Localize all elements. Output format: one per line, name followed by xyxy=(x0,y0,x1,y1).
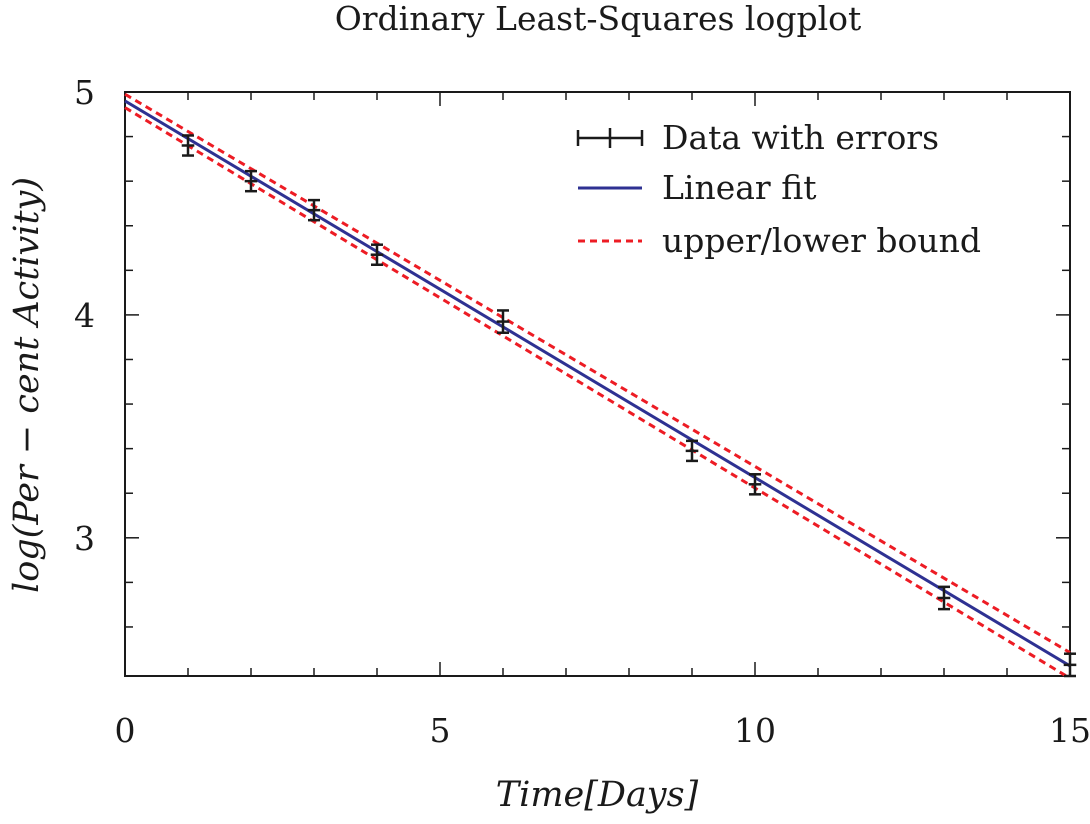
data-point xyxy=(181,134,195,157)
data-point xyxy=(937,585,951,611)
upper-bound-line xyxy=(124,92,1071,654)
y-axis-label: log(Per − cent Activity) xyxy=(7,177,47,593)
lower-bound-line xyxy=(124,106,1071,680)
data-point xyxy=(1063,652,1077,678)
legend-label-fit: Linear fit xyxy=(662,168,816,207)
legend: Data with errors Linear fit upper/lower bo… xyxy=(576,118,981,260)
legend-label-data: Data with errors xyxy=(662,118,939,157)
data-point xyxy=(307,198,321,222)
x-tick-labels: 0 5 10 15 xyxy=(115,711,1090,750)
y-tick-labels: 3 4 5 xyxy=(74,73,95,558)
data-point xyxy=(748,473,762,496)
data-point xyxy=(244,169,258,193)
axis-ticks xyxy=(125,92,1070,676)
x-axis-label: Time[Days] xyxy=(496,775,699,815)
x-tick-label: 5 xyxy=(430,711,451,750)
x-tick-label: 0 xyxy=(115,711,136,750)
data-point xyxy=(370,243,384,266)
chart-title: Ordinary Least-Squares logplot xyxy=(335,0,862,38)
plot-frame xyxy=(124,91,1071,677)
fit-layer xyxy=(124,99,1071,668)
y-tick-label: 5 xyxy=(74,73,95,112)
data-layer xyxy=(181,134,1077,678)
legend-label-bound: upper/lower bound xyxy=(662,221,981,260)
y-tick-label: 3 xyxy=(74,519,95,558)
data-point xyxy=(685,439,699,463)
y-tick-label: 4 xyxy=(74,296,95,335)
data-point xyxy=(496,309,510,334)
x-tick-label: 10 xyxy=(734,711,776,750)
x-tick-label: 15 xyxy=(1049,711,1090,750)
bounds-layer xyxy=(124,92,1071,680)
linear-fit-line xyxy=(124,99,1071,668)
